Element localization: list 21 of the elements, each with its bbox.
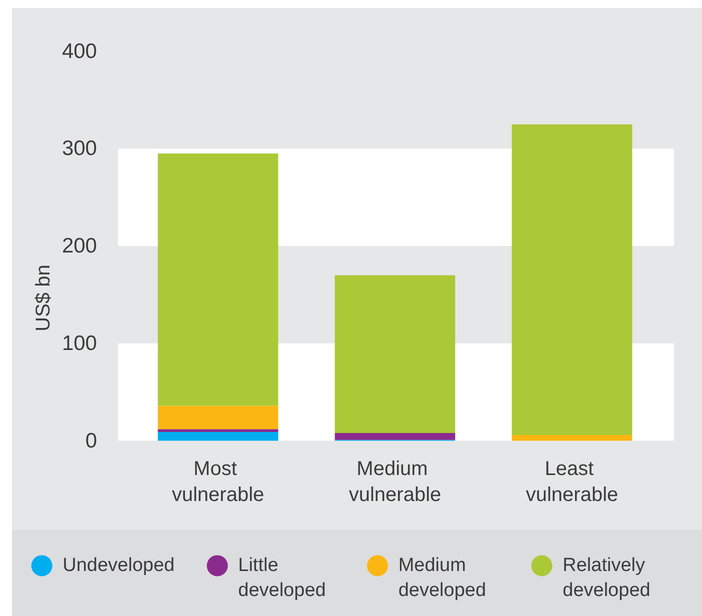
bar	[334, 275, 456, 434]
bar	[158, 154, 278, 406]
x-tick-label: Medium vulnerable	[348, 458, 442, 506]
bar	[158, 406, 278, 430]
y-axis-title: US$ bn	[32, 264, 54, 332]
y-tick-label: 0	[85, 429, 97, 452]
x-tick-label: Most vulnerable	[172, 458, 264, 506]
y-tick-label: 100	[62, 332, 97, 355]
bar	[334, 433, 456, 440]
bar	[512, 434, 632, 441]
bar	[512, 124, 632, 435]
legend-label: Medium developed	[398, 555, 486, 602]
bar	[158, 429, 278, 432]
y-tick-label: 200	[62, 234, 97, 258]
x-tick-label: Least vulnerable	[526, 458, 618, 506]
bar	[158, 432, 278, 441]
legend-label: Little developed	[238, 555, 326, 602]
y-tick-label: 300	[62, 137, 97, 160]
y-tick-label: 400	[62, 40, 97, 63]
legend-label: Relatively developed	[562, 555, 650, 602]
legend-label: Undeveloped	[62, 555, 175, 576]
